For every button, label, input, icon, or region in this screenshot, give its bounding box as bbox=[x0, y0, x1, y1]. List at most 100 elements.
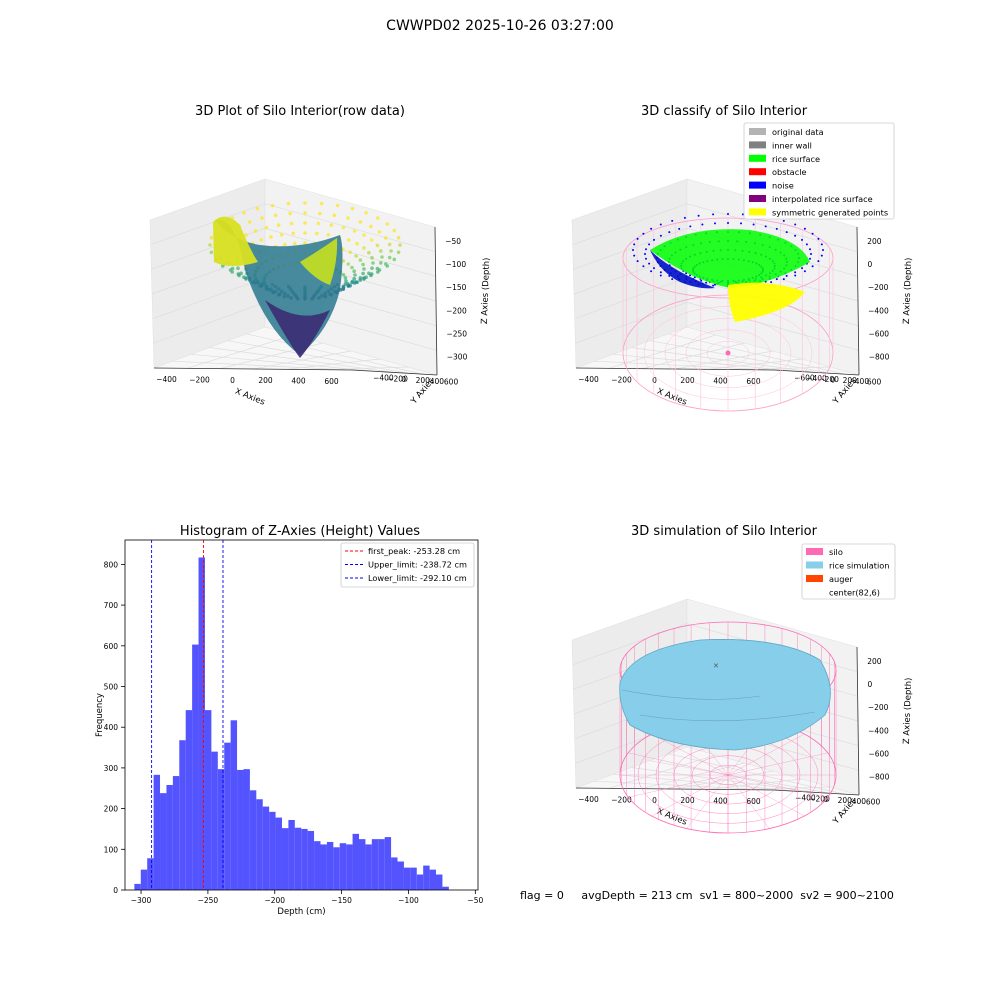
noise-point bbox=[645, 248, 647, 251]
y-tick-label: −400 bbox=[806, 374, 827, 383]
x-axis-line bbox=[575, 367, 775, 371]
silo-floor-ring bbox=[664, 317, 792, 389]
noise-point bbox=[741, 213, 744, 216]
noise-point bbox=[727, 222, 729, 224]
noise-point bbox=[811, 232, 814, 235]
noise-point bbox=[810, 253, 812, 255]
histogram-bar bbox=[391, 857, 398, 890]
silo-floor-ring bbox=[706, 341, 750, 365]
noise-cluster bbox=[650, 250, 715, 289]
x-tick-label: 400 bbox=[713, 797, 728, 806]
data-point bbox=[380, 255, 384, 259]
z-axis-line bbox=[856, 226, 860, 376]
data-point bbox=[361, 262, 365, 267]
data-point bbox=[379, 261, 383, 265]
grid-line bbox=[150, 203, 436, 253]
histogram-bar bbox=[153, 774, 161, 890]
data-point bbox=[247, 220, 252, 224]
legend-swatch bbox=[749, 181, 766, 189]
data-point bbox=[303, 211, 307, 215]
histogram-bar bbox=[185, 710, 193, 890]
data-point bbox=[209, 250, 214, 255]
data-point bbox=[346, 284, 351, 288]
histogram-bar bbox=[442, 886, 449, 890]
data-point bbox=[343, 276, 348, 280]
noise-point bbox=[712, 213, 715, 216]
noise-point bbox=[775, 227, 778, 230]
bowl-rim-left bbox=[213, 216, 258, 266]
legend-label: noise bbox=[772, 181, 794, 191]
grid-line bbox=[668, 753, 845, 795]
data-point bbox=[369, 224, 373, 229]
z-tick-label: −300 bbox=[447, 353, 468, 362]
x-tick-label: 0 bbox=[230, 376, 235, 385]
silo-floor-spoke bbox=[628, 752, 729, 776]
data-point bbox=[371, 261, 375, 265]
legend-label: auger bbox=[829, 574, 853, 584]
x-tick-label: 600 bbox=[746, 377, 761, 386]
data-point bbox=[355, 241, 359, 246]
noise-point bbox=[689, 225, 692, 228]
noise-point bbox=[770, 281, 773, 284]
histogram-bar bbox=[429, 869, 437, 890]
y-tick-label: 200 bbox=[104, 805, 119, 814]
data-point bbox=[264, 225, 269, 230]
noise-point bbox=[636, 260, 639, 263]
histogram-bar bbox=[140, 869, 148, 890]
histogram-bar bbox=[217, 769, 225, 890]
y-tick-label: 400 bbox=[430, 377, 445, 386]
data-point bbox=[362, 233, 366, 237]
histogram-bar bbox=[288, 820, 295, 890]
legend-swatch bbox=[749, 128, 766, 135]
x-axis-label: Depth (cm) bbox=[277, 907, 325, 917]
noise-point bbox=[727, 213, 729, 215]
plot2-classify-3d: −400 −200 0 200 400 600 6004002000−200−400−600… bbox=[571, 122, 914, 412]
histogram-bar bbox=[211, 751, 218, 890]
grid-line bbox=[575, 301, 859, 351]
plot4-title: 3D simulation of Silo Interior bbox=[631, 524, 817, 539]
noise-point bbox=[803, 270, 806, 273]
data-point bbox=[303, 221, 307, 225]
data-point bbox=[344, 279, 348, 283]
noise-point bbox=[817, 237, 820, 240]
plot2-title: 3D classify of Silo Interior bbox=[640, 104, 808, 119]
histogram-bar bbox=[224, 742, 231, 890]
data-point bbox=[358, 220, 363, 224]
noise-point bbox=[811, 265, 814, 268]
y-tick-label: −200 bbox=[387, 374, 408, 383]
legend-swatch bbox=[749, 141, 766, 149]
histogram-bar bbox=[416, 874, 424, 890]
histogram-bar bbox=[230, 720, 238, 890]
z-axis-label: Z Axies (Depth) bbox=[480, 257, 492, 324]
histogram-bar bbox=[378, 839, 385, 890]
x-axis-label: X Axies bbox=[233, 387, 266, 408]
x-tick-label: −400 bbox=[578, 375, 599, 384]
y-tick-label: 200 bbox=[838, 796, 853, 805]
noise-point bbox=[794, 274, 797, 277]
data-point bbox=[341, 225, 346, 230]
data-point bbox=[236, 266, 240, 271]
symmetric-generated-points bbox=[728, 282, 805, 322]
data-point bbox=[352, 277, 357, 281]
noise-point bbox=[809, 257, 811, 260]
noise-point bbox=[701, 223, 704, 226]
noise-point bbox=[659, 274, 662, 277]
data-point bbox=[354, 280, 358, 284]
data-point bbox=[289, 221, 294, 226]
z-tick-label: −200 bbox=[868, 283, 889, 292]
histogram-bar bbox=[281, 828, 289, 890]
noise-point bbox=[659, 223, 662, 226]
grid-line bbox=[246, 333, 423, 375]
noise-point bbox=[794, 234, 797, 237]
z-tick-label: −100 bbox=[446, 260, 467, 269]
histogram-bar bbox=[403, 867, 411, 890]
data-point bbox=[230, 266, 235, 271]
histogram-bar bbox=[249, 790, 257, 890]
histogram-bar bbox=[314, 841, 321, 890]
data-point bbox=[384, 236, 388, 240]
flag-text: flag = 0 bbox=[520, 889, 564, 902]
data-point bbox=[350, 280, 354, 285]
data-point bbox=[288, 211, 292, 216]
z-tick-label: −200 bbox=[446, 306, 467, 315]
silo-floor-spoke bbox=[727, 774, 805, 817]
